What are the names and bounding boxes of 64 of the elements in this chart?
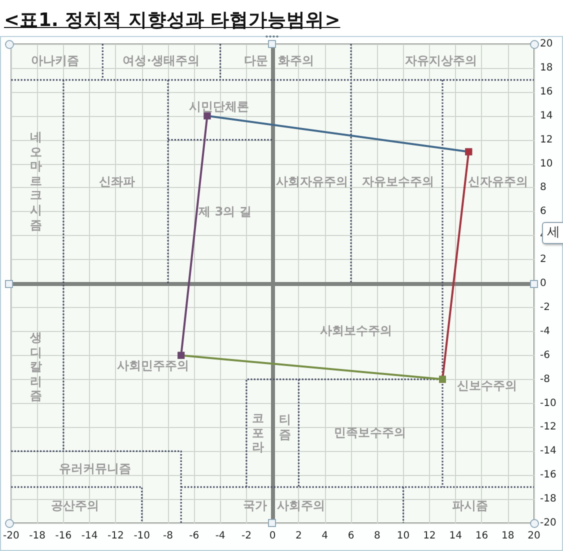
y-tick-label: 6	[540, 206, 546, 218]
annotation: 파시즘	[452, 498, 488, 514]
annotation: 국가 사회주의	[243, 498, 326, 514]
y-tick-label: -18	[540, 494, 556, 505]
x-tick-label: -14	[81, 530, 98, 542]
annotation: 네 오 마 르 크 시 즘	[30, 130, 42, 232]
x-tick-label: -20	[2, 530, 20, 542]
x-tick-label: -16	[55, 530, 72, 542]
x-tick-label: -4	[215, 530, 226, 542]
y-tick-label: -20	[540, 518, 556, 528]
x-tick-label: -8	[163, 530, 174, 542]
y-tick-label: 10	[540, 158, 553, 170]
annotation: 코 포 라	[252, 411, 264, 455]
y-tick-label: -14	[540, 446, 556, 457]
annotation: 신자유주의	[468, 174, 528, 190]
annotation: 제 3의 길	[198, 204, 252, 220]
x-tick-label: -12	[108, 530, 124, 542]
x-tick-label: 4	[322, 530, 328, 542]
annotation: 사회민주주의	[117, 358, 189, 374]
annotation: 사회자유주의	[276, 174, 348, 190]
x-tick-label: 2	[296, 530, 302, 542]
y-tick-label: -6	[540, 350, 550, 361]
y-tick-label: -8	[540, 374, 550, 385]
x-tick-label: 10	[396, 530, 410, 542]
x-tick-label: 18	[501, 530, 514, 542]
x-tick-label: 16	[475, 530, 488, 542]
x-tick-label: -2	[241, 530, 252, 542]
y-tick-label: 12	[540, 134, 553, 146]
annotation: 신보수주의	[457, 378, 517, 394]
y-tick-label: 20	[540, 38, 553, 50]
y-tick-label: -16	[540, 470, 556, 481]
annotation: 아나키즘	[31, 54, 79, 68]
annotation: 공산주의	[51, 498, 99, 514]
annotation: 시민단체론	[189, 100, 249, 114]
x-tick-label: 8	[374, 530, 380, 542]
y-tick-label: -2	[540, 302, 550, 313]
x-tick-label: -10	[134, 530, 150, 542]
annotation: 다문 화주의	[244, 54, 314, 68]
annotation: 자유지상주의	[405, 54, 477, 68]
y-tick-label: 0	[540, 278, 546, 289]
x-tick-label: 14	[449, 530, 462, 542]
y-tick-label: 16	[540, 86, 553, 98]
chart-title: <표1. 정치적 지향성과 타협가능범위>	[4, 9, 340, 32]
y-tick-label: 2	[540, 254, 546, 266]
x-tick-label: 12	[423, 530, 436, 542]
annotation: 자유보수주의	[362, 174, 434, 190]
y-tick-label: 14	[540, 110, 553, 122]
x-tick-label: -18	[29, 530, 46, 542]
annotation: 사회보수주의	[320, 324, 392, 338]
x-tick-label: -6	[189, 530, 200, 542]
x-tick-label: 6	[348, 530, 354, 542]
annotation: 신좌파	[99, 174, 135, 190]
annotation: 여성·생태주의	[122, 54, 200, 68]
text: 세	[547, 225, 560, 240]
annotation: 민족보수주의	[334, 426, 406, 440]
annotation: 티 즘	[279, 412, 291, 442]
y-tick-label: 8	[540, 182, 546, 194]
annotation: 생 디 칼 리 즘	[30, 330, 42, 404]
y-tick-label: -10	[540, 398, 556, 409]
y-tick-label: -12	[540, 422, 556, 433]
x-tick-label: 0	[269, 530, 276, 542]
y-tick-label: -4	[540, 326, 550, 337]
y-tick-label: 18	[540, 62, 553, 74]
annotation: 유러커뮤니즘	[59, 462, 131, 476]
